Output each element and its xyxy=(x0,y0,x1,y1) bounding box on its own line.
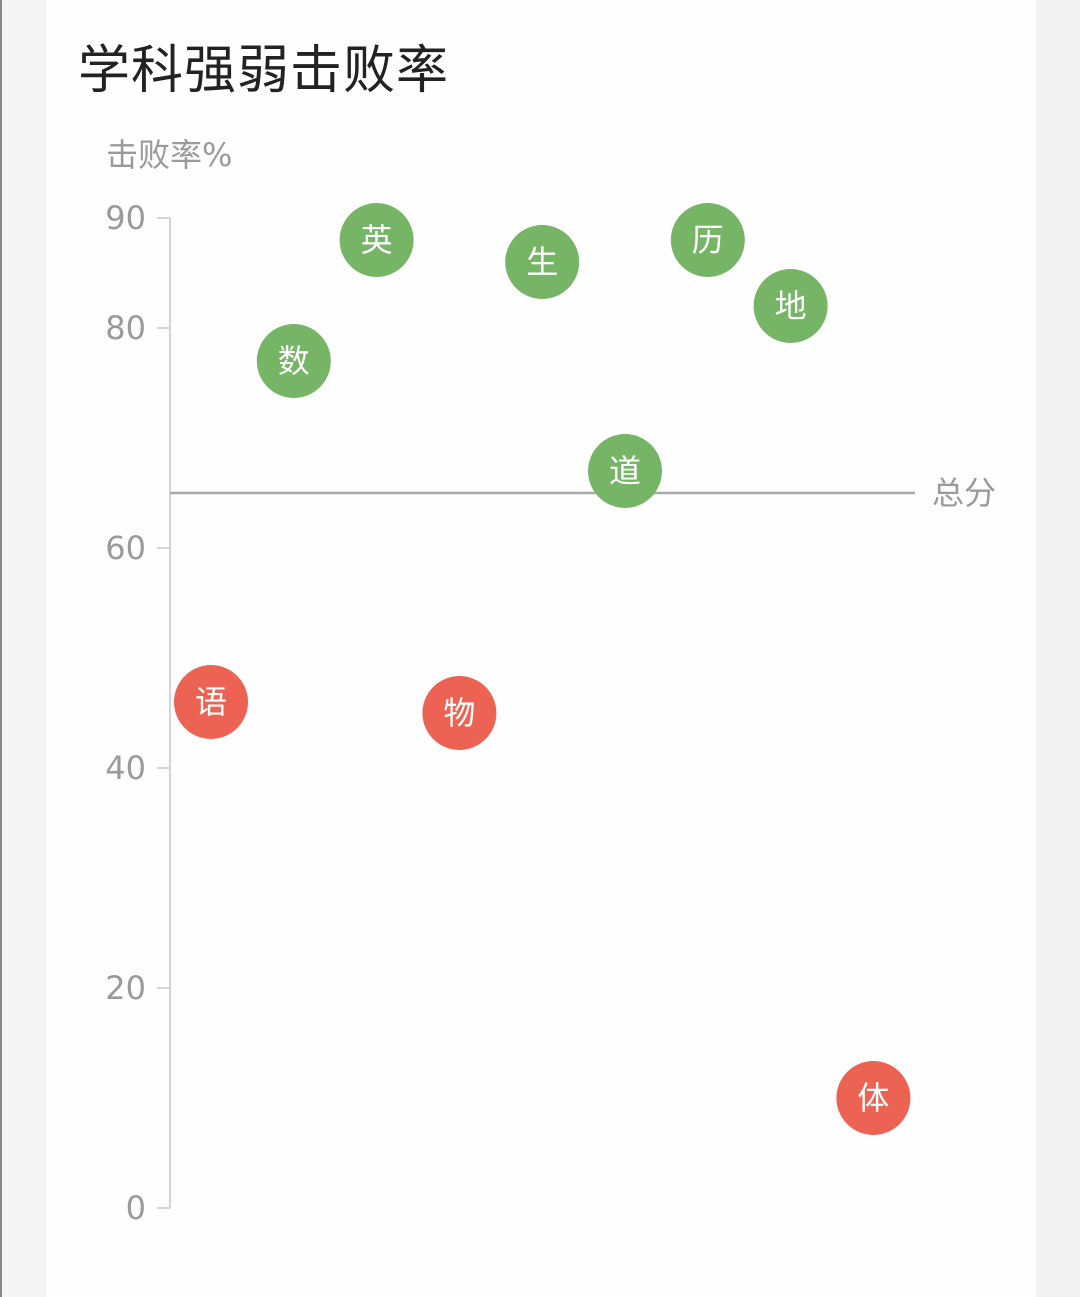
data-point-6[interactable]: 道 xyxy=(588,434,662,508)
page-title: 学科强弱击败率 xyxy=(78,41,450,101)
data-point-bubble[interactable] xyxy=(836,1061,911,1135)
data-points-group: 语 数 英物 生道 历地体 xyxy=(174,203,911,1135)
data-point-5[interactable]: 生 xyxy=(505,225,580,299)
data-point-3[interactable]: 英 xyxy=(339,203,414,277)
y-axis-group: 击败率% 0 20 40 60 80 90 xyxy=(105,136,232,1227)
data-point-bubble[interactable] xyxy=(339,203,414,277)
data-point-label: 体 xyxy=(857,1079,889,1117)
data-point-2[interactable]: 数 xyxy=(256,324,331,398)
data-point-label: 道 xyxy=(609,452,641,490)
data-point-4[interactable]: 物 xyxy=(422,676,497,750)
data-point-7[interactable]: 历 xyxy=(670,203,745,277)
left-screen-edge xyxy=(0,0,46,1297)
data-point-label: 地 xyxy=(775,287,807,325)
data-point-bubble[interactable] xyxy=(670,203,745,277)
data-point-bubble[interactable] xyxy=(256,324,331,398)
y-axis-label: 击败率% xyxy=(106,136,232,174)
data-point-label: 数 xyxy=(278,342,310,380)
data-point-bubble[interactable] xyxy=(174,665,248,739)
data-point-8[interactable]: 地 xyxy=(753,269,828,343)
data-point-label: 语 xyxy=(195,683,227,721)
data-point-9[interactable]: 体 xyxy=(836,1061,911,1135)
y-tick-label: 0 xyxy=(126,1189,146,1227)
y-tick-label: 80 xyxy=(105,309,146,347)
reference-line-label: 总分 xyxy=(932,474,996,512)
data-point-bubble[interactable] xyxy=(505,225,580,299)
data-point-bubble[interactable] xyxy=(422,676,497,750)
data-point-label: 物 xyxy=(443,694,475,732)
data-point-label: 历 xyxy=(692,221,724,259)
y-tick-label: 20 xyxy=(105,969,146,1007)
right-screen-edge xyxy=(1036,0,1080,1297)
data-point-label: 生 xyxy=(526,243,558,281)
data-point-label: 英 xyxy=(361,221,393,259)
y-tick-label: 60 xyxy=(105,529,146,567)
y-tick-label: 40 xyxy=(105,749,146,787)
data-point-1[interactable]: 语 xyxy=(174,665,248,739)
y-tick-label: 90 xyxy=(105,199,146,237)
data-point-bubble[interactable] xyxy=(588,434,662,508)
data-point-bubble[interactable] xyxy=(753,269,828,343)
reference-line-group: 总分 xyxy=(170,474,996,512)
